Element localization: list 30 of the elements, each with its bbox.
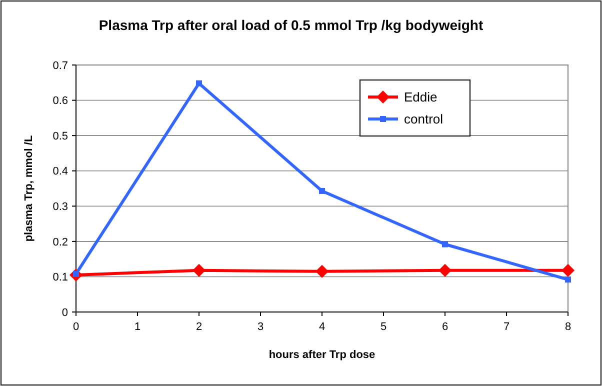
x-tick-label: 1 (134, 321, 141, 333)
point (319, 188, 325, 194)
y-tick-label: 0.2 (52, 236, 68, 248)
point (316, 264, 328, 278)
y-tick-label: 0.6 (52, 95, 68, 108)
x-axis-title: hours after Trp dose (268, 349, 376, 361)
x-tick-label: 6 (442, 321, 448, 333)
y-tick-label: 0.1 (52, 272, 68, 284)
x-tick-label: 0 (72, 321, 80, 333)
x-tick-label: 3 (257, 321, 264, 333)
y-tick-label: 0 (62, 306, 68, 319)
point (442, 241, 448, 248)
x-tick-label: 8 (564, 321, 572, 333)
legend-label: Eddie (404, 90, 438, 105)
y-tick-label: 0.7 (52, 60, 68, 72)
legend-label: control (404, 112, 444, 127)
point (192, 264, 206, 277)
y-tick-label: 0.5 (52, 130, 68, 142)
x-tick-label: 4 (318, 321, 326, 333)
y-tick-label: 0.4 (52, 166, 68, 178)
x-tick-label: 2 (196, 321, 202, 333)
point (562, 264, 574, 277)
y-tick-label: 0.3 (52, 200, 68, 213)
x-tick-label: 5 (380, 321, 387, 333)
chart-title: Plasma Trp after oral load of 0.5 mmol Trp /kg bodyweight (98, 17, 484, 33)
y-axis-title: plasma Trp, mmol /L (23, 135, 35, 242)
point (196, 80, 202, 86)
point (438, 264, 452, 277)
x-tick-label: 7 (503, 321, 510, 333)
point (565, 276, 571, 283)
